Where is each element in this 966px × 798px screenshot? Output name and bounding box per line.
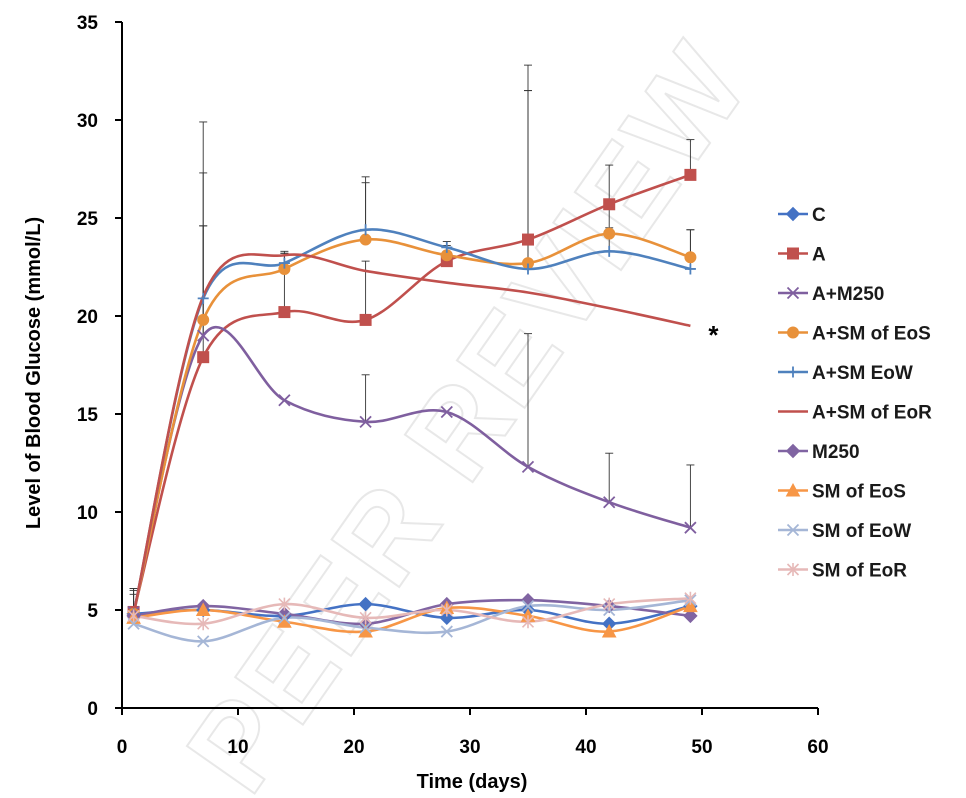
x-tick-label: 30 — [459, 737, 480, 758]
data-point — [278, 597, 291, 611]
series-line-5 — [132, 253, 691, 615]
y-tick-label: 0 — [87, 699, 98, 720]
y-tick-label: 25 — [77, 209, 99, 230]
data-point — [601, 624, 617, 638]
data-point — [440, 603, 453, 617]
data-point — [521, 599, 535, 613]
data-point — [684, 168, 697, 181]
legend-swatch-marker — [786, 286, 800, 300]
x-tick-label: 60 — [807, 737, 828, 758]
legend: CA A+M250 A+SM of EoS A+SM EoW A+SM of EoR M2… — [778, 205, 932, 582]
data-point — [278, 306, 291, 319]
data-point — [603, 597, 616, 611]
legend-label: A+SM of EoS — [812, 324, 931, 345]
data-point — [522, 263, 534, 275]
y-tick-label: 30 — [77, 111, 98, 132]
legend-swatch-marker — [786, 563, 800, 576]
data-point — [359, 415, 372, 428]
watermark: PEER REVIEW — [161, 18, 776, 798]
legend-swatch-marker — [787, 326, 799, 339]
legend-swatch-marker — [787, 366, 799, 378]
legend-label: A+SM EoW — [812, 363, 913, 384]
y-tick-label: 10 — [77, 503, 98, 524]
data-point — [127, 609, 140, 623]
data-point — [683, 608, 698, 624]
legend-label: A+SM of EoR — [812, 403, 932, 424]
series-line-8 — [133, 598, 691, 643]
axes: 0 5 10 15 20 25 30 35 0 10 20 30 40 50 60 — [77, 13, 829, 758]
y-tick-label: 20 — [77, 307, 98, 328]
data-point — [522, 233, 534, 246]
watermark-text: PEER REVIEW — [162, 19, 775, 798]
y-tick-label: 35 — [77, 13, 99, 34]
x-tick-label: 40 — [575, 737, 596, 758]
y-tick-label: 15 — [77, 405, 99, 426]
data-point — [360, 224, 372, 236]
data-point — [359, 611, 372, 625]
legend-swatch-marker — [787, 247, 799, 260]
x-tick-label: 10 — [227, 737, 248, 758]
legend-swatch-marker — [785, 206, 801, 222]
data-point — [603, 198, 616, 211]
series-line-1 — [132, 173, 691, 613]
data-point — [684, 251, 697, 264]
data-point — [197, 635, 210, 648]
data-point — [358, 596, 373, 612]
y-tick-label: 5 — [87, 601, 98, 622]
legend-label: M250 — [812, 442, 860, 463]
x-tick-label: 50 — [691, 737, 712, 758]
data-point — [278, 257, 290, 269]
legend-label: SM of EoS — [812, 482, 906, 503]
data-point — [278, 394, 291, 407]
data-point — [197, 329, 210, 342]
data-markers — [126, 168, 698, 648]
legend-swatch-marker — [785, 482, 801, 497]
data-point — [278, 611, 291, 624]
data-point — [521, 615, 535, 629]
data-point — [359, 621, 372, 634]
data-point — [440, 405, 453, 419]
legend-label: SM of EoR — [812, 561, 907, 582]
series-line-9 — [133, 596, 691, 626]
data-point — [359, 313, 372, 326]
significance-asterisk: * — [708, 320, 719, 350]
data-point — [197, 313, 210, 326]
x-tick-label: 0 — [117, 737, 128, 758]
data-point — [603, 245, 615, 257]
series-line-7 — [133, 604, 691, 634]
legend-swatch-marker — [786, 523, 800, 537]
legend-label: C — [812, 205, 826, 226]
data-point — [440, 625, 453, 638]
data-point — [684, 591, 697, 605]
data-point — [603, 496, 616, 509]
data-point — [441, 241, 453, 253]
data-point — [684, 263, 696, 275]
y-axis-title: Level of Blood Glucose (mmol/L) — [23, 217, 45, 529]
data-point — [684, 521, 697, 534]
data-point — [521, 460, 535, 474]
data-point — [439, 610, 455, 626]
data-point — [197, 617, 210, 631]
data-point — [683, 598, 698, 613]
data-point — [197, 292, 209, 304]
data-point — [195, 602, 211, 616]
legend-label: SM of EoW — [812, 521, 911, 542]
data-point — [359, 233, 372, 246]
legend-label: A+M250 — [812, 284, 884, 305]
legend-swatch-marker — [785, 443, 801, 459]
data-point — [197, 351, 210, 364]
x-axis-title: Time (days) — [417, 771, 528, 793]
x-tick-label: 20 — [343, 737, 364, 758]
data-point — [603, 227, 616, 240]
legend-label: A — [812, 245, 826, 266]
series-line-2 — [132, 325, 691, 613]
